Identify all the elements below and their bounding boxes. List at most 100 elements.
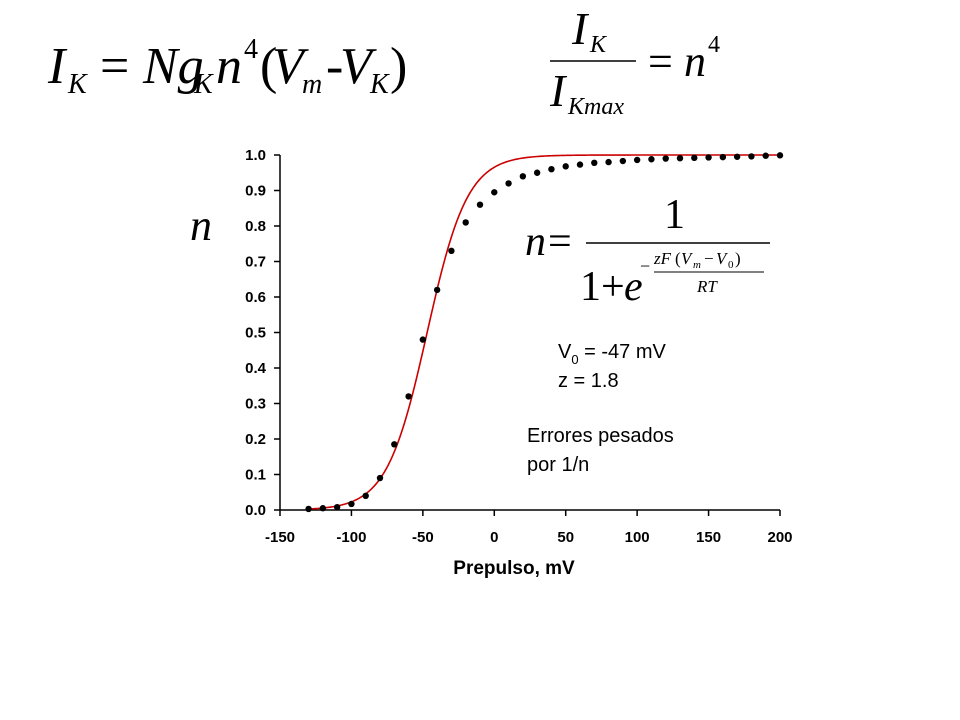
svg-text:): ) (735, 249, 741, 268)
data-point (705, 154, 712, 161)
svg-text:V: V (716, 249, 729, 268)
data-points (305, 152, 784, 513)
svg-text:n: n (525, 219, 546, 265)
data-point (419, 336, 427, 343)
y-tick-label: 0.9 (245, 183, 266, 200)
svg-text:I: I (571, 3, 590, 54)
data-point (662, 155, 669, 162)
x-tick-label: 50 (557, 529, 574, 546)
svg-text:V: V (272, 38, 309, 95)
data-point (505, 180, 512, 187)
weighting-note-line2: por 1/n (527, 454, 589, 476)
ticks: -150 -100 -50 0 50 100 150 200 0.0 0.1 0.2 0.3 0.4 0.… (245, 147, 792, 546)
svg-text:e: e (624, 264, 643, 310)
svg-text:K: K (589, 32, 608, 58)
data-point (605, 158, 612, 166)
svg-text:m: m (693, 259, 701, 271)
svg-text:RT: RT (696, 277, 718, 296)
ratio-equation: I K I Kmax = n 4 (549, 3, 720, 120)
svg-text:V: V (681, 249, 694, 268)
data-point (633, 156, 641, 164)
current-equation: I K = Ng K n 4 ( V m - V K ) (47, 34, 407, 100)
data-point (405, 393, 412, 400)
data-point (319, 505, 327, 512)
data-point (719, 153, 727, 161)
svg-text:1+: 1+ (580, 264, 625, 310)
svg-text:zF: zF (653, 249, 672, 268)
x-tick-label: -100 (336, 529, 366, 546)
svg-text:I: I (47, 38, 68, 95)
x-tick-label: 100 (625, 529, 650, 546)
y-tick-label: 0.3 (245, 396, 266, 413)
data-point (762, 152, 769, 159)
y-tick-label: 0.2 (245, 431, 266, 448)
svg-text:K: K (369, 69, 390, 100)
svg-text:-: - (326, 38, 343, 95)
svg-text:m: m (302, 69, 322, 100)
boltzmann-equation: n = 1 1+ e − zF ( V m − V 0 ) RT (525, 192, 770, 310)
data-point (476, 201, 484, 208)
x-tick-label: 150 (696, 529, 721, 546)
data-point (491, 189, 498, 196)
svg-text:n: n (684, 37, 706, 86)
y-tick-label: 0.8 (245, 218, 266, 235)
x-tick-label: -150 (265, 529, 295, 546)
x-axis-title: Prepulso, mV (453, 558, 575, 579)
y-tick-label: 0.5 (245, 325, 266, 342)
data-point (533, 169, 541, 176)
data-point (648, 156, 655, 163)
data-point (619, 157, 627, 165)
svg-text:4: 4 (708, 32, 720, 58)
svg-text:K: K (193, 69, 214, 100)
svg-text:(: ( (260, 38, 277, 95)
y-tick-label: 0.4 (245, 360, 267, 377)
svg-text:4: 4 (244, 34, 258, 65)
data-point (362, 492, 369, 499)
data-point (376, 474, 384, 482)
svg-text:n: n (216, 38, 242, 95)
data-point (733, 153, 741, 160)
svg-text:(: ( (675, 249, 681, 268)
data-point (448, 247, 455, 255)
data-point (548, 166, 555, 173)
svg-text:I: I (549, 65, 568, 116)
svg-text:=: = (648, 37, 673, 86)
weighting-note-line1: Errores pesados (527, 425, 674, 447)
z-annotation: z = 1.8 (558, 370, 619, 392)
svg-text:V: V (340, 38, 377, 95)
svg-text:−: − (640, 256, 650, 276)
y-tick-label: 0.6 (245, 289, 266, 306)
svg-text:Ng: Ng (142, 38, 204, 95)
data-point (391, 441, 398, 448)
data-point (591, 159, 598, 167)
svg-text:=: = (100, 38, 129, 95)
data-point (776, 152, 784, 159)
y-tick-label: 0.0 (245, 502, 266, 519)
y-tick-label: 0.1 (245, 467, 266, 484)
y-tick-label: 0.7 (245, 254, 266, 271)
svg-text:): ) (390, 38, 407, 95)
data-point (333, 503, 341, 511)
x-tick-label: -50 (412, 529, 434, 546)
y-axis-title: n (190, 201, 212, 250)
svg-text:K: K (67, 69, 88, 100)
data-point (519, 173, 527, 180)
svg-text:−: − (704, 249, 714, 268)
data-point (691, 154, 698, 162)
data-point (576, 161, 584, 168)
x-tick-label: 0 (490, 529, 498, 546)
data-point (676, 154, 684, 162)
data-point (562, 163, 569, 170)
data-point (462, 219, 469, 226)
x-tick-label: 200 (767, 529, 792, 546)
svg-text:1: 1 (664, 192, 685, 238)
svg-text:Kmax: Kmax (567, 94, 624, 120)
data-point (748, 153, 755, 160)
y-tick-label: 1.0 (245, 147, 266, 164)
data-point (305, 505, 312, 513)
data-point (348, 500, 355, 508)
svg-text:=: = (548, 219, 572, 265)
svg-text:0: 0 (728, 259, 734, 271)
fit-curve (308, 154, 780, 510)
